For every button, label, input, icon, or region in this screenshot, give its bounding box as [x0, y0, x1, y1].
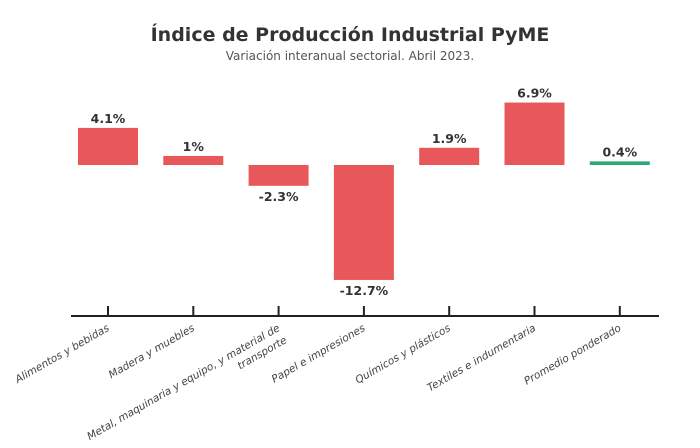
x-tick-label: Madera y muebles [107, 322, 198, 381]
x-tick-label-line: Alimentos y bebidas [12, 322, 112, 386]
x-tick-label-line: Madera y muebles [107, 322, 198, 381]
x-tick-label: Alimentos y bebidas [12, 322, 112, 386]
data-label: 4.1% [91, 111, 126, 126]
chart-title: Índice de Producción Industrial PyME [151, 23, 550, 46]
bar [504, 102, 565, 165]
data-label: -2.3% [259, 189, 299, 204]
data-label: -12.7% [340, 283, 389, 298]
bar [333, 165, 394, 280]
bar [419, 147, 480, 165]
bar [78, 127, 138, 165]
bar [248, 165, 309, 186]
data-label: 1% [183, 139, 205, 154]
chart-subtitle: Variación interanual sectorial. Abril 20… [226, 49, 474, 63]
bar [589, 161, 650, 165]
data-label: 1.9% [432, 131, 467, 146]
bar [163, 155, 224, 165]
x-tick-label-line: Metal, maquinaria y equipo, y material d… [85, 322, 282, 443]
data-label: 6.9% [517, 86, 552, 101]
x-tick-label: Metal, maquinaria y equipo, y material d… [85, 322, 289, 443]
data-label: 0.4% [602, 144, 637, 159]
